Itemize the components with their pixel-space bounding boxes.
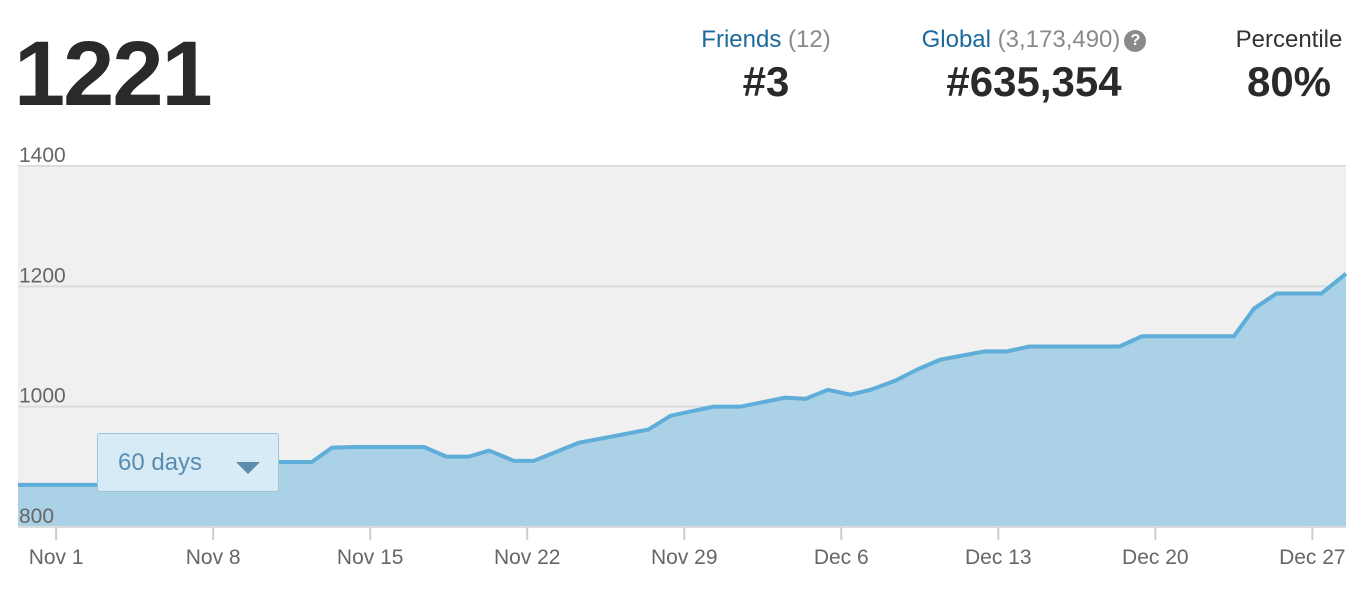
x-tick-label: Nov 15	[337, 546, 404, 569]
percentile-value: 80%	[1246, 58, 1332, 105]
x-tick-label: Dec 20	[1122, 546, 1189, 569]
global-label[interactable]: Global	[921, 26, 991, 53]
range-label[interactable]: 60 days	[118, 449, 203, 476]
x-tick-label: Dec 13	[965, 546, 1032, 569]
y-tick-label: 1200	[19, 264, 66, 287]
friends-label[interactable]: Friends	[701, 26, 782, 53]
range-dropdown[interactable]: 60 days	[97, 433, 279, 492]
percentile-label: Percentile	[1235, 26, 1343, 53]
x-tick-label: Nov 8	[186, 546, 241, 569]
friends-stat: Friends (12) #3	[680, 26, 852, 106]
area-fill	[18, 273, 1346, 527]
friends-count: (12)	[788, 26, 831, 53]
current-rating: 1221	[14, 23, 213, 125]
rating-line	[18, 272, 1348, 487]
help-icon[interactable]: ?	[1124, 30, 1147, 52]
y-tick-label: 800	[19, 505, 54, 528]
x-tick-label: Dec 6	[814, 546, 869, 569]
percentile-stat: Percentile 80%	[1222, 26, 1356, 106]
x-tick-label: Nov 29	[651, 546, 718, 569]
x-tick-label: Nov 22	[494, 546, 561, 569]
friends-rank: #3	[742, 58, 790, 105]
global-stat: Global (3,173,490)? #635,354	[900, 26, 1168, 106]
global-count: (3,173,490)	[997, 26, 1121, 53]
x-tick-label: Dec 27	[1279, 546, 1346, 569]
y-tick-label: 1400	[19, 144, 66, 167]
dropdown-caret[interactable]	[236, 462, 260, 474]
global-rank: #635,354	[946, 58, 1122, 105]
y-tick-label: 1000	[19, 385, 66, 408]
x-tick-label: Nov 1	[29, 546, 84, 569]
